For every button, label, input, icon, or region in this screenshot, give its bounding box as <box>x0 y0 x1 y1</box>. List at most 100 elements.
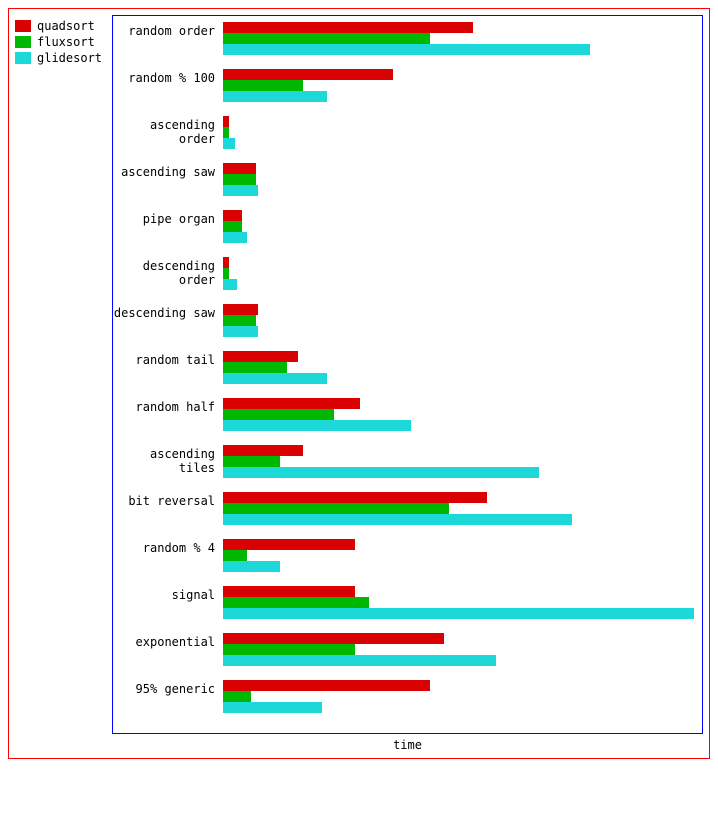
bar-group: pipe organ <box>113 210 698 243</box>
bar-fluxsort <box>223 597 369 608</box>
bar-group: descending order <box>113 257 698 290</box>
bar-glidesort <box>223 702 322 713</box>
bar-group: bit reversal <box>113 492 698 525</box>
legend-item: glidesort <box>15 51 102 65</box>
bar-glidesort <box>223 561 280 572</box>
bar-quadsort <box>223 398 360 409</box>
legend-swatch <box>15 20 31 32</box>
bar-quadsort <box>223 633 444 644</box>
bar-glidesort <box>223 232 247 243</box>
chart-frame: quadsortfluxsortglidesort random orderra… <box>8 8 710 759</box>
x-axis-label: time <box>112 738 703 752</box>
bar-fluxsort <box>223 550 247 561</box>
bar-quadsort <box>223 492 487 503</box>
bar-glidesort <box>223 138 235 149</box>
bar-fluxsort <box>223 174 256 185</box>
bar-glidesort <box>223 467 539 478</box>
bar-fluxsort <box>223 127 229 138</box>
bar-fluxsort <box>223 362 287 373</box>
bars-cell <box>223 116 698 149</box>
bar-quadsort <box>223 257 229 268</box>
bar-quadsort <box>223 69 393 80</box>
bar-quadsort <box>223 163 256 174</box>
plot-area: random order random % 100 ascending order a… <box>113 16 702 733</box>
bar-group: random half <box>113 398 698 431</box>
bar-glidesort <box>223 655 496 666</box>
bar-glidesort <box>223 279 237 290</box>
bar-fluxsort <box>223 315 256 326</box>
category-label: 95% generic <box>113 680 223 713</box>
bar-group: 95% generic <box>113 680 698 713</box>
bar-fluxsort <box>223 456 280 467</box>
bars-cell <box>223 257 698 290</box>
category-label: random % 4 <box>113 539 223 572</box>
bars-cell <box>223 351 698 384</box>
category-label: exponential <box>113 633 223 666</box>
legend: quadsort fluxsort glidesort <box>15 15 102 67</box>
category-label: ascending tiles <box>113 445 223 478</box>
legend-swatch <box>15 52 31 64</box>
category-label: random half <box>113 398 223 431</box>
bar-glidesort <box>223 373 327 384</box>
category-label: ascending saw <box>113 163 223 196</box>
legend-swatch <box>15 36 31 48</box>
bars-cell <box>223 69 698 102</box>
bars-cell <box>223 210 698 243</box>
bar-glidesort <box>223 91 327 102</box>
category-label: descending saw <box>113 304 223 337</box>
bar-fluxsort <box>223 644 355 655</box>
bar-quadsort <box>223 445 303 456</box>
legend-item: fluxsort <box>15 35 102 49</box>
bar-group: ascending tiles <box>113 445 698 478</box>
bar-group: descending saw <box>113 304 698 337</box>
bar-glidesort <box>223 326 258 337</box>
bars-cell <box>223 586 698 619</box>
bar-fluxsort <box>223 409 334 420</box>
legend-item: quadsort <box>15 19 102 33</box>
bars-cell <box>223 398 698 431</box>
bars-cell <box>223 680 698 713</box>
bar-glidesort <box>223 420 411 431</box>
bars-cell <box>223 163 698 196</box>
bar-quadsort <box>223 22 473 33</box>
legend-label: fluxsort <box>37 35 95 49</box>
bars-cell <box>223 492 698 525</box>
category-label: random % 100 <box>113 69 223 102</box>
bar-glidesort <box>223 44 590 55</box>
legend-label: glidesort <box>37 51 102 65</box>
bar-group: exponential <box>113 633 698 666</box>
bar-fluxsort <box>223 268 229 279</box>
bar-group: ascending saw <box>113 163 698 196</box>
category-label: signal <box>113 586 223 619</box>
category-label: random order <box>113 22 223 55</box>
bar-fluxsort <box>223 503 449 514</box>
bar-glidesort <box>223 608 694 619</box>
bar-quadsort <box>223 680 430 691</box>
bars-cell <box>223 633 698 666</box>
bars-cell <box>223 539 698 572</box>
bars-cell <box>223 22 698 55</box>
bar-group: random % 100 <box>113 69 698 102</box>
bar-group: random tail <box>113 351 698 384</box>
bar-group: signal <box>113 586 698 619</box>
bar-fluxsort <box>223 80 303 91</box>
bar-group: random order <box>113 22 698 55</box>
bar-quadsort <box>223 586 355 597</box>
bar-fluxsort <box>223 33 430 44</box>
category-label: bit reversal <box>113 492 223 525</box>
bars-cell <box>223 445 698 478</box>
bar-group: ascending order <box>113 116 698 149</box>
chart-body: random order random % 100 ascending order a… <box>112 15 703 734</box>
bar-fluxsort <box>223 221 242 232</box>
bar-quadsort <box>223 210 242 221</box>
category-label: descending order <box>113 257 223 290</box>
bar-quadsort <box>223 351 298 362</box>
legend-label: quadsort <box>37 19 95 33</box>
bar-group: random % 4 <box>113 539 698 572</box>
bar-quadsort <box>223 116 229 127</box>
bar-glidesort <box>223 185 258 196</box>
category-label: random tail <box>113 351 223 384</box>
category-label: ascending order <box>113 116 223 149</box>
bar-fluxsort <box>223 691 251 702</box>
bar-quadsort <box>223 539 355 550</box>
